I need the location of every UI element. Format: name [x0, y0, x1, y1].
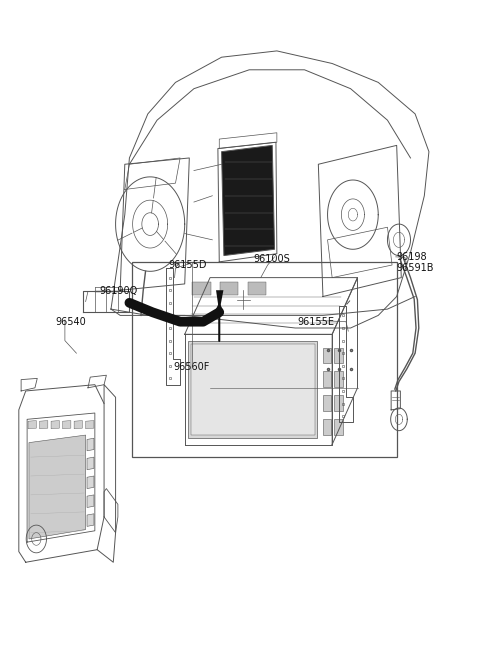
Text: 96100S: 96100S — [254, 254, 290, 264]
Polygon shape — [87, 495, 94, 508]
Polygon shape — [29, 435, 85, 539]
Bar — [335, 396, 343, 411]
Polygon shape — [87, 514, 94, 526]
Bar — [188, 340, 317, 438]
Text: 96540: 96540 — [56, 317, 86, 327]
Polygon shape — [74, 420, 83, 429]
Polygon shape — [222, 146, 275, 256]
Polygon shape — [87, 457, 94, 470]
Bar — [248, 282, 266, 295]
Polygon shape — [39, 420, 48, 429]
Bar — [191, 344, 315, 435]
Bar — [335, 348, 343, 363]
Bar — [132, 262, 396, 457]
Polygon shape — [216, 290, 223, 312]
Bar — [323, 396, 331, 411]
Bar — [323, 419, 331, 435]
Bar — [323, 371, 331, 387]
Polygon shape — [87, 438, 94, 451]
Text: 96155E: 96155E — [298, 317, 335, 327]
Text: 96198: 96198 — [396, 253, 427, 262]
Polygon shape — [87, 476, 94, 489]
Bar — [323, 348, 331, 363]
Text: 96190Q: 96190Q — [99, 287, 138, 297]
Text: 96591B: 96591B — [396, 263, 434, 273]
Polygon shape — [62, 420, 71, 429]
Bar — [192, 282, 211, 295]
Polygon shape — [85, 420, 94, 429]
Bar — [335, 371, 343, 387]
Text: 96560F: 96560F — [173, 362, 210, 372]
Polygon shape — [51, 420, 60, 429]
Polygon shape — [28, 420, 36, 429]
Text: 96155D: 96155D — [168, 260, 207, 270]
Bar — [335, 419, 343, 435]
Bar — [220, 282, 239, 295]
